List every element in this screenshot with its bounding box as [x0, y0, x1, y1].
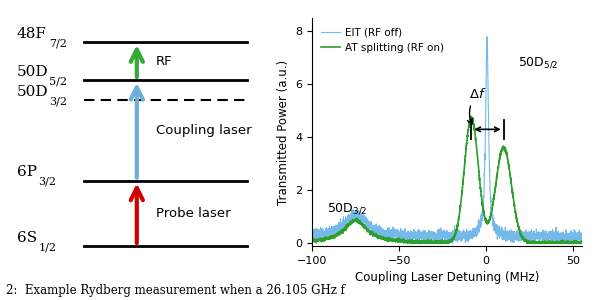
- AT splitting (RF on): [467, 115, 475, 118]
- Legend: EIT (RF off), AT splitting (RF on): EIT (RF off), AT splitting (RF on): [317, 23, 449, 57]
- Text: 7/2: 7/2: [49, 38, 67, 49]
- Text: 6S: 6S: [17, 231, 37, 245]
- Text: $50\mathrm{D}_{3/2}$: $50\mathrm{D}_{3/2}$: [326, 201, 367, 215]
- AT splitting (RF on): [407, 242, 414, 245]
- Text: $50\mathrm{D}_{5/2}$: $50\mathrm{D}_{5/2}$: [518, 56, 558, 70]
- Line: AT splitting (RF on): AT splitting (RF on): [312, 116, 582, 243]
- X-axis label: Coupling Laser Detuning (MHz): Coupling Laser Detuning (MHz): [355, 271, 539, 284]
- AT splitting (RF on): [573, 242, 580, 245]
- EIT (RF off): [355, 217, 362, 220]
- Text: RF: RF: [156, 55, 173, 68]
- Text: 50D: 50D: [17, 65, 49, 79]
- Text: 6P: 6P: [17, 165, 37, 179]
- Text: 50D: 50D: [17, 85, 49, 99]
- Text: 2:  Example Rydberg measurement when a 26.105 GHz f: 2: Example Rydberg measurement when a 26…: [6, 284, 345, 297]
- Text: 3/2: 3/2: [49, 96, 67, 106]
- EIT (RF off): [484, 35, 491, 38]
- AT splitting (RF on): [355, 220, 362, 224]
- EIT (RF off): [424, 231, 431, 234]
- EIT (RF off): [308, 228, 316, 232]
- Text: 5/2: 5/2: [49, 76, 67, 86]
- Text: $\Delta f$: $\Delta f$: [467, 86, 486, 124]
- Text: 3/2: 3/2: [38, 177, 56, 187]
- EIT (RF off): [578, 234, 586, 238]
- Text: 48F: 48F: [17, 27, 47, 41]
- AT splitting (RF on): [412, 241, 419, 244]
- Line: EIT (RF off): EIT (RF off): [312, 37, 582, 243]
- EIT (RF off): [408, 242, 415, 245]
- EIT (RF off): [412, 234, 419, 238]
- AT splitting (RF on): [424, 238, 431, 242]
- AT splitting (RF on): [308, 238, 316, 241]
- Text: 1/2: 1/2: [38, 242, 56, 252]
- AT splitting (RF on): [544, 240, 551, 243]
- EIT (RF off): [573, 234, 580, 238]
- AT splitting (RF on): [339, 230, 346, 233]
- EIT (RF off): [339, 226, 346, 230]
- Text: Coupling laser: Coupling laser: [156, 124, 251, 137]
- EIT (RF off): [544, 238, 551, 242]
- AT splitting (RF on): [578, 239, 586, 243]
- Y-axis label: Transmitted Power (a.u.): Transmitted Power (a.u.): [277, 59, 290, 205]
- Text: Probe laser: Probe laser: [156, 207, 230, 220]
